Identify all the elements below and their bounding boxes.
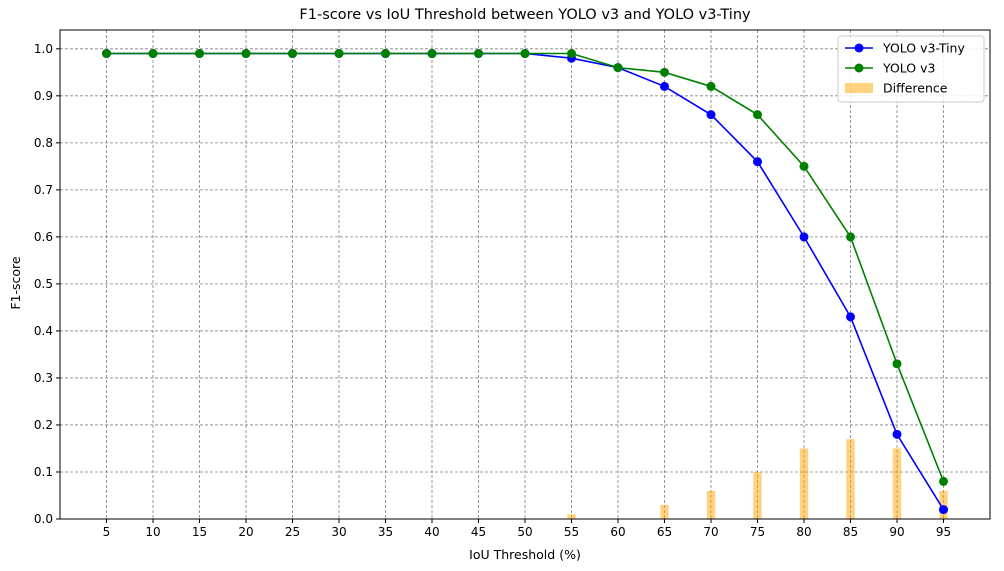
difference-bar bbox=[660, 504, 669, 519]
y-axis-title: F1-score bbox=[8, 256, 23, 310]
y-tick-label: 0.7 bbox=[34, 183, 53, 197]
data-point bbox=[427, 49, 437, 59]
legend-label: Difference bbox=[883, 81, 948, 96]
data-point bbox=[939, 476, 948, 486]
data-point bbox=[381, 49, 390, 59]
legend-label: YOLO v3-Tiny bbox=[882, 41, 965, 56]
x-tick-label: 85 bbox=[843, 525, 858, 539]
data-point bbox=[288, 49, 297, 59]
series-lines bbox=[102, 49, 948, 515]
data-point bbox=[148, 49, 158, 59]
data-point bbox=[753, 157, 762, 167]
x-tick-label: 80 bbox=[796, 525, 811, 539]
x-tick-label: 5 bbox=[103, 525, 111, 539]
data-point bbox=[102, 49, 111, 59]
x-tick-label: 55 bbox=[564, 525, 579, 539]
x-tick-label: 15 bbox=[192, 525, 207, 539]
data-point bbox=[567, 49, 576, 59]
x-tick-label: 50 bbox=[517, 525, 532, 539]
data-point bbox=[660, 81, 669, 91]
x-tick-label: 40 bbox=[424, 525, 439, 539]
x-tick-label: 75 bbox=[750, 525, 765, 539]
difference-bar bbox=[799, 448, 809, 519]
chart-title: F1-score vs IoU Threshold between YOLO v… bbox=[299, 7, 751, 23]
difference-bar bbox=[753, 471, 762, 519]
y-tick-label: 0.4 bbox=[34, 324, 53, 338]
data-point bbox=[613, 63, 623, 73]
data-point bbox=[706, 81, 716, 91]
x-tick-label: 60 bbox=[610, 525, 625, 539]
y-tick-label: 0.5 bbox=[34, 277, 53, 291]
difference-bars bbox=[567, 439, 948, 519]
legend: YOLO v3-Tiny YOLO v3 Difference bbox=[837, 35, 985, 103]
data-point bbox=[660, 67, 669, 77]
data-point bbox=[892, 359, 902, 369]
data-point bbox=[753, 110, 762, 120]
legend-marker bbox=[854, 43, 864, 53]
legend-item: YOLO v3 bbox=[845, 61, 935, 76]
data-point bbox=[241, 49, 251, 59]
x-axis-title: IoU Threshold (%) bbox=[469, 547, 581, 562]
legend-marker bbox=[854, 63, 864, 73]
x-tick-label: 70 bbox=[703, 525, 718, 539]
y-tick-label: 0.8 bbox=[34, 136, 53, 150]
data-point bbox=[520, 49, 530, 59]
data-point bbox=[195, 49, 204, 59]
difference-bar bbox=[939, 490, 948, 519]
data-point bbox=[892, 429, 902, 439]
axis-ticks: 5 10 15 20 25 30 35 40 45 50 55 60 65 70 75 80 85 90 95 0.0… bbox=[34, 42, 951, 539]
data-point bbox=[799, 232, 809, 242]
x-tick-label: 20 bbox=[238, 525, 253, 539]
data-point bbox=[334, 49, 344, 59]
y-tick-label: 0.9 bbox=[34, 89, 53, 103]
data-point bbox=[706, 110, 716, 120]
data-point bbox=[474, 49, 483, 59]
x-tick-label: 35 bbox=[378, 525, 393, 539]
difference-bar bbox=[706, 490, 716, 519]
x-tick-label: 45 bbox=[471, 525, 486, 539]
legend-item: YOLO v3-Tiny bbox=[845, 41, 965, 56]
difference-bar bbox=[846, 439, 855, 519]
y-tick-label: 1.0 bbox=[34, 42, 53, 56]
x-tick-label: 65 bbox=[657, 525, 672, 539]
data-point bbox=[939, 505, 948, 515]
x-tick-label: 25 bbox=[285, 525, 300, 539]
y-tick-label: 0.3 bbox=[34, 371, 53, 385]
data-point bbox=[846, 312, 855, 322]
series-1 bbox=[102, 49, 948, 486]
x-tick-label: 95 bbox=[936, 525, 951, 539]
y-tick-label: 0.2 bbox=[34, 418, 53, 432]
x-tick-label: 30 bbox=[331, 525, 346, 539]
y-tick-label: 0.1 bbox=[34, 465, 53, 479]
y-tick-label: 0.6 bbox=[34, 230, 53, 244]
data-point bbox=[799, 161, 809, 171]
legend-box bbox=[837, 35, 985, 103]
data-point bbox=[846, 232, 855, 242]
difference-bar bbox=[567, 514, 576, 519]
x-tick-label: 10 bbox=[145, 525, 160, 539]
difference-bar bbox=[892, 448, 902, 519]
legend-item: Difference bbox=[845, 81, 948, 96]
legend-bar-swatch bbox=[845, 83, 873, 93]
x-tick-label: 90 bbox=[889, 525, 904, 539]
legend-label: YOLO v3 bbox=[882, 61, 935, 76]
y-tick-label: 0.0 bbox=[34, 512, 53, 526]
